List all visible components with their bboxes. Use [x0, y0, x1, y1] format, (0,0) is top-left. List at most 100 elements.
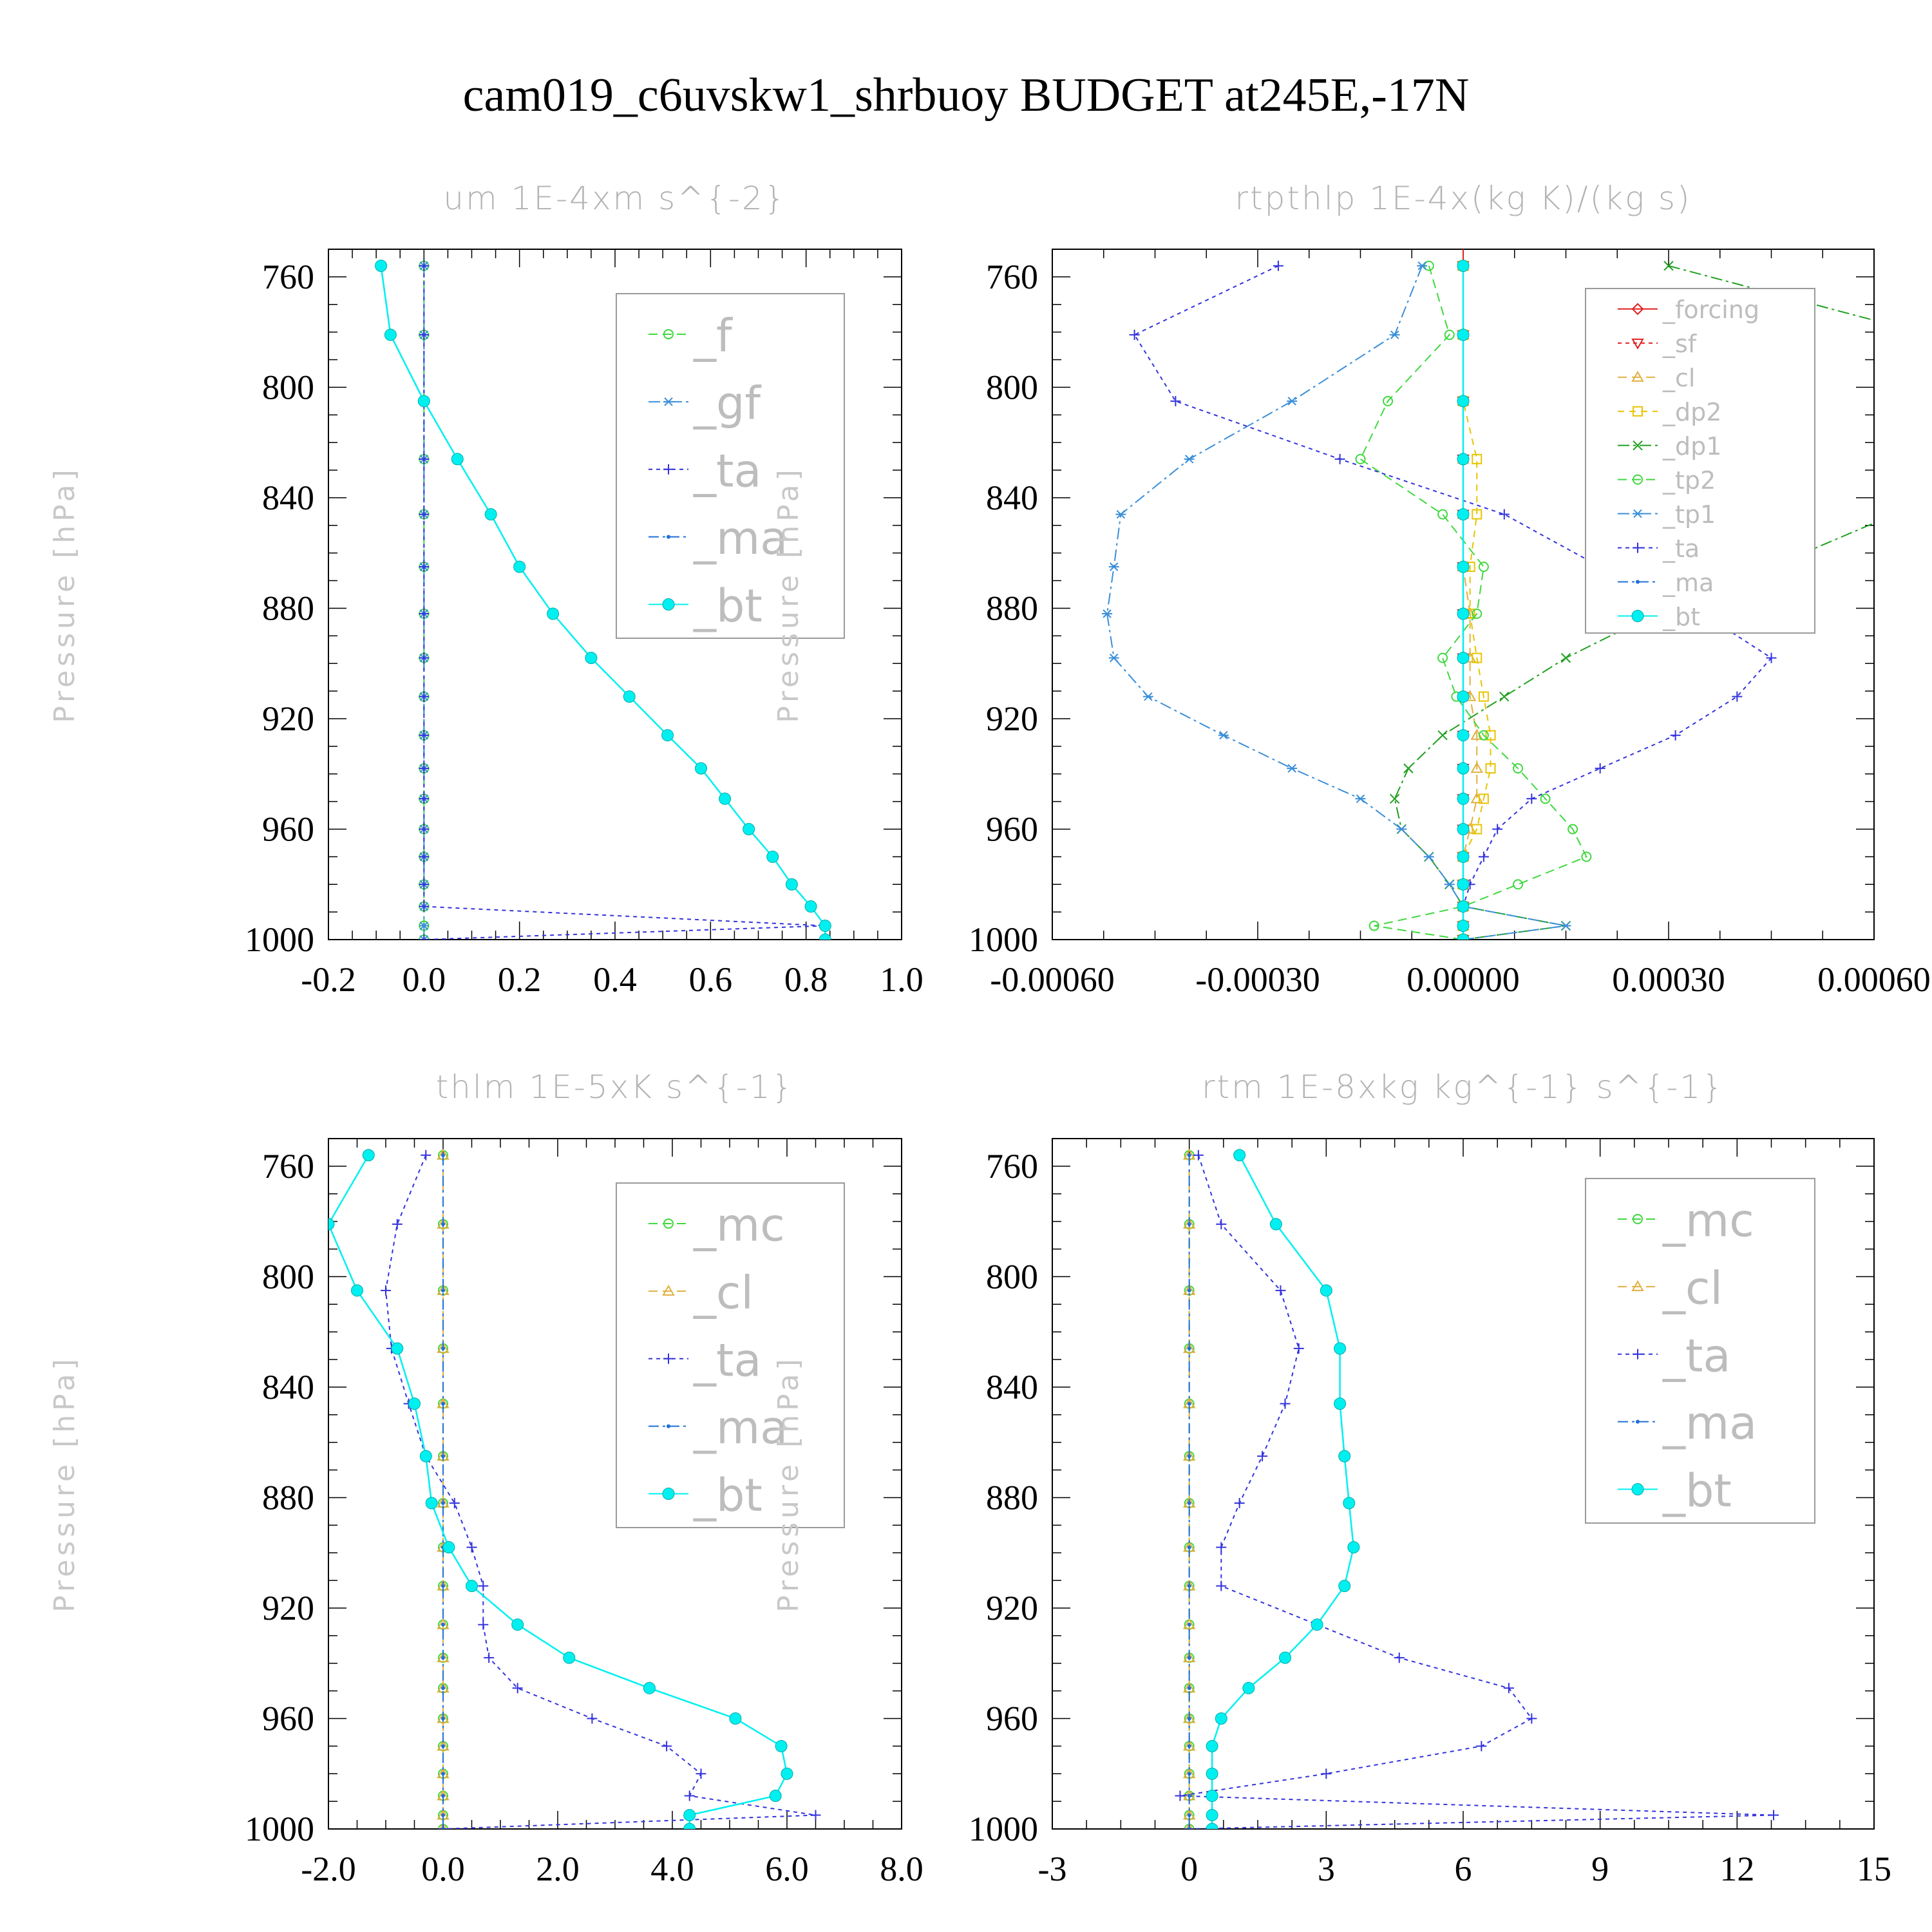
series-dp2 [1458, 260, 1496, 940]
legend-item-gf: _gf [649, 377, 761, 430]
legend-marker [1633, 474, 1643, 485]
data-point [1187, 1501, 1191, 1506]
data-point [1334, 1397, 1347, 1410]
data-point [1187, 1584, 1191, 1588]
x-tick-label: 4.0 [650, 1850, 694, 1888]
x-tick-label: 1.0 [880, 960, 923, 999]
data-point [1457, 729, 1470, 742]
legend-marker [1636, 580, 1640, 584]
data-point [743, 822, 755, 835]
y-tick-label: 960 [986, 810, 1038, 848]
data-point [696, 1768, 706, 1779]
data-point [391, 1342, 404, 1355]
x-tick-label: -0.00030 [1195, 960, 1320, 999]
data-point [819, 933, 831, 940]
legend-label: _bt [693, 1469, 762, 1522]
data-point [441, 1288, 445, 1293]
series-ta [1175, 1150, 1779, 1829]
data-point [441, 1716, 445, 1721]
data-point [1457, 690, 1470, 703]
data-point [419, 901, 430, 912]
data-point [1206, 1739, 1218, 1752]
data-point [1513, 763, 1524, 774]
legend-item-mc: _mc [1618, 1195, 1754, 1247]
y-tick-label: 800 [986, 1257, 1038, 1296]
y-axis-label: Pressure [hPa] [48, 466, 81, 723]
series-line [1359, 265, 1587, 940]
data-point [1287, 397, 1298, 406]
data-point [441, 1346, 445, 1350]
data-point [1663, 261, 1674, 271]
data-point [587, 1713, 598, 1724]
legend-label: _ta [1662, 535, 1700, 563]
data-point [419, 824, 430, 835]
panels-container: um 1E-4xm s^{-2} Pressure [hPa] 760 800 840 8… [48, 180, 1931, 1888]
data-point [1170, 395, 1181, 406]
data-point [408, 1397, 421, 1410]
legend-item-cl: _cl [1618, 364, 1695, 392]
legend-label: _forcing [1662, 296, 1759, 324]
legend-marker [1631, 610, 1644, 623]
legend-label: _f [693, 310, 733, 363]
series-line [1211, 1155, 1355, 1829]
data-point [1142, 692, 1153, 701]
data-point [1187, 1656, 1191, 1660]
x-tick-label: 2.0 [536, 1850, 580, 1888]
data-point [441, 1827, 445, 1829]
data-point [441, 1222, 445, 1226]
data-point [441, 1622, 445, 1627]
panel-1: um 1E-4xm s^{-2} Pressure [hPa] 760 800 840 8… [48, 180, 923, 999]
legend-label: _dp2 [1662, 398, 1721, 426]
data-point [1347, 1541, 1360, 1554]
y-tick-label: 800 [986, 368, 1038, 406]
y-tick-label: 840 [262, 478, 314, 517]
x-tick-label: 0 [1180, 1850, 1198, 1888]
data-point [1417, 261, 1428, 270]
data-point [1182, 1651, 1196, 1663]
series-bt [375, 260, 831, 940]
data-point [466, 1542, 477, 1553]
legend-marker [663, 1353, 674, 1364]
data-point [1187, 1288, 1191, 1293]
data-point [419, 793, 430, 804]
legend-item-mc: _mc [649, 1199, 785, 1252]
panel-title: thlm 1E-5xK s^{-1} [436, 1068, 795, 1106]
data-point [1279, 1651, 1292, 1664]
data-point [1320, 1284, 1332, 1297]
data-point [1275, 1285, 1286, 1296]
y-axis-label: Pressure [hPa] [772, 466, 805, 723]
data-point [441, 1153, 445, 1157]
data-point [547, 607, 560, 620]
data-point [1216, 1542, 1227, 1553]
data-point [437, 1618, 450, 1629]
data-point [419, 934, 430, 940]
data-point [438, 1824, 448, 1829]
series-line [1106, 265, 1566, 940]
data-point [695, 762, 707, 775]
legend-label: _ma [1662, 569, 1714, 597]
data-point [1389, 793, 1400, 804]
legend-item-bt: _bt [649, 580, 762, 632]
legend-label: _gf [693, 377, 761, 430]
y-tick-label: 800 [262, 368, 314, 406]
data-point [1187, 1744, 1191, 1748]
data-point [419, 260, 430, 271]
y-tick-label: 920 [986, 1589, 1038, 1627]
data-point [1581, 851, 1592, 862]
legend-marker [1633, 542, 1643, 553]
data-point [643, 1681, 656, 1694]
legend-item-ta: _ta [649, 1334, 761, 1387]
data-point [511, 1618, 524, 1631]
data-point [1187, 1222, 1191, 1226]
data-point [437, 1739, 450, 1751]
series-tp2 [1355, 260, 1592, 940]
data-point [381, 1285, 391, 1296]
data-point [1670, 730, 1681, 741]
legend-label: _ta [693, 444, 761, 497]
legend-marker [1633, 440, 1643, 451]
data-point [1560, 652, 1571, 663]
x-tick-label: -3 [1038, 1850, 1067, 1888]
data-point [1457, 850, 1470, 863]
data-point [419, 562, 430, 573]
data-point [351, 1284, 363, 1297]
